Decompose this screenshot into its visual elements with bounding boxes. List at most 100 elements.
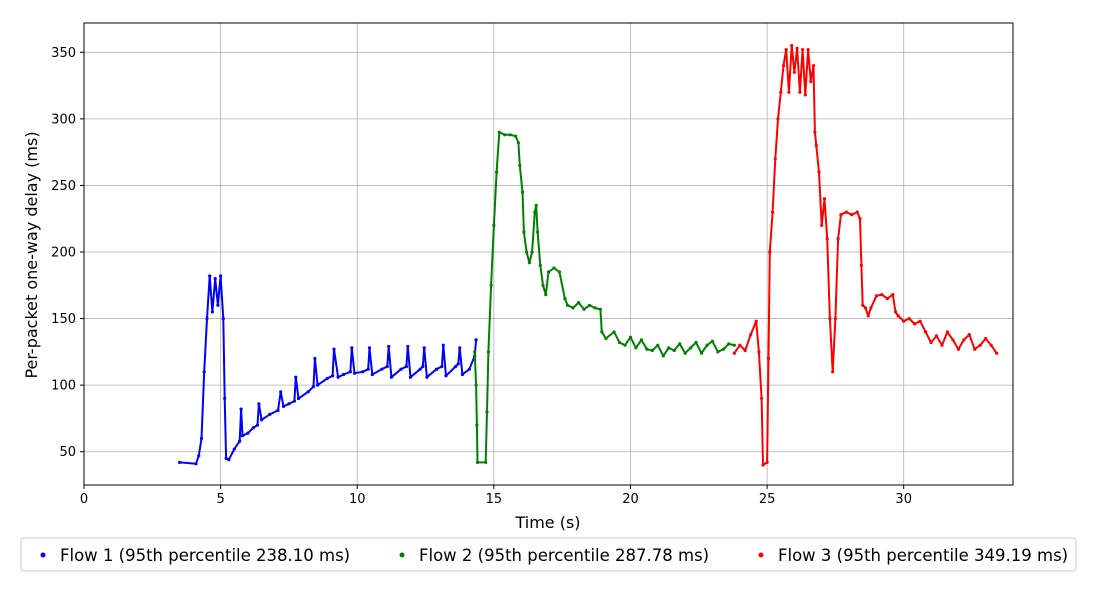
data-point bbox=[859, 263, 864, 267]
data-point bbox=[232, 447, 236, 451]
data-point bbox=[672, 348, 676, 353]
x-tick-label: 10 bbox=[349, 492, 366, 507]
data-point bbox=[761, 463, 765, 467]
data-point bbox=[587, 303, 592, 307]
data-point bbox=[825, 237, 829, 241]
data-point bbox=[749, 333, 753, 337]
data-point bbox=[408, 375, 413, 379]
data-point bbox=[850, 213, 854, 217]
data-point bbox=[776, 117, 780, 121]
data-point bbox=[795, 46, 799, 50]
data-point bbox=[552, 266, 556, 270]
y-tick-label: 50 bbox=[59, 445, 76, 460]
data-point bbox=[348, 370, 352, 374]
data-point bbox=[907, 317, 911, 321]
x-tick-label: 30 bbox=[895, 492, 912, 507]
data-point bbox=[474, 383, 478, 387]
data-point bbox=[387, 344, 391, 349]
data-point bbox=[817, 170, 821, 174]
data-point bbox=[639, 338, 644, 342]
data-point bbox=[765, 460, 769, 464]
data-point bbox=[645, 347, 649, 351]
data-point bbox=[694, 340, 698, 345]
data-point bbox=[809, 80, 813, 84]
data-point bbox=[973, 347, 977, 351]
data-point bbox=[486, 350, 490, 354]
data-point bbox=[801, 48, 805, 52]
data-point bbox=[503, 133, 507, 137]
data-point bbox=[667, 346, 671, 350]
y-tick-label: 150 bbox=[51, 312, 76, 327]
data-point bbox=[913, 322, 917, 326]
data-point bbox=[869, 306, 873, 310]
data-point bbox=[399, 367, 403, 371]
data-point bbox=[522, 230, 526, 234]
data-point bbox=[370, 372, 374, 377]
data-point bbox=[743, 348, 747, 353]
data-point bbox=[836, 237, 840, 241]
data-point bbox=[238, 439, 242, 443]
data-point bbox=[475, 460, 480, 464]
data-point bbox=[757, 350, 761, 354]
data-point bbox=[458, 346, 462, 350]
data-point bbox=[828, 317, 832, 321]
data-point bbox=[352, 371, 357, 375]
data-point bbox=[918, 319, 922, 323]
data-point bbox=[199, 436, 204, 440]
data-point bbox=[604, 336, 608, 341]
data-point bbox=[656, 343, 660, 347]
data-point bbox=[219, 274, 223, 278]
data-point bbox=[518, 163, 522, 168]
data-point bbox=[891, 293, 895, 297]
y-tick-label: 200 bbox=[51, 246, 76, 261]
legend: Flow 1 (95th percentile 238.10 ms) Flow … bbox=[20, 537, 1077, 572]
data-point bbox=[210, 310, 214, 314]
data-point bbox=[178, 460, 182, 464]
data-point bbox=[260, 418, 264, 422]
data-point bbox=[811, 64, 816, 68]
data-point bbox=[520, 190, 525, 194]
data-point bbox=[839, 213, 843, 217]
data-point bbox=[246, 431, 250, 435]
data-point bbox=[224, 456, 228, 460]
data-point bbox=[227, 458, 231, 462]
data-point bbox=[716, 350, 720, 354]
data-point bbox=[924, 330, 928, 334]
data-point bbox=[268, 412, 272, 416]
data-point bbox=[281, 404, 286, 408]
legend-marker-flow-3 bbox=[758, 552, 764, 558]
data-point bbox=[710, 339, 715, 343]
data-point bbox=[406, 344, 410, 349]
data-point bbox=[202, 370, 206, 374]
legend-label-flow-1: Flow 1 (95th percentile 238.10 ms) bbox=[60, 546, 350, 565]
data-point bbox=[861, 303, 865, 307]
y-tick-label: 300 bbox=[51, 112, 76, 127]
data-point bbox=[760, 396, 764, 401]
data-point bbox=[257, 402, 261, 406]
data-point bbox=[440, 364, 444, 369]
data-point bbox=[208, 274, 212, 278]
data-point bbox=[473, 350, 477, 354]
data-point bbox=[434, 367, 439, 371]
data-point bbox=[534, 203, 538, 207]
data-point bbox=[389, 375, 393, 379]
data-point bbox=[223, 396, 227, 401]
data-point bbox=[784, 48, 788, 52]
data-point bbox=[814, 143, 818, 148]
data-point bbox=[536, 230, 540, 234]
data-point bbox=[803, 93, 807, 97]
data-point bbox=[205, 317, 209, 321]
data-point bbox=[598, 307, 603, 311]
data-point bbox=[514, 134, 518, 138]
data-point bbox=[779, 90, 783, 94]
data-point bbox=[425, 375, 429, 379]
data-point bbox=[489, 283, 493, 287]
data-point bbox=[661, 354, 665, 358]
data-point bbox=[325, 376, 329, 381]
data-point bbox=[332, 347, 336, 351]
data-point bbox=[732, 343, 736, 347]
data-point bbox=[527, 261, 532, 265]
data-point bbox=[216, 303, 220, 307]
data-point bbox=[893, 310, 898, 314]
